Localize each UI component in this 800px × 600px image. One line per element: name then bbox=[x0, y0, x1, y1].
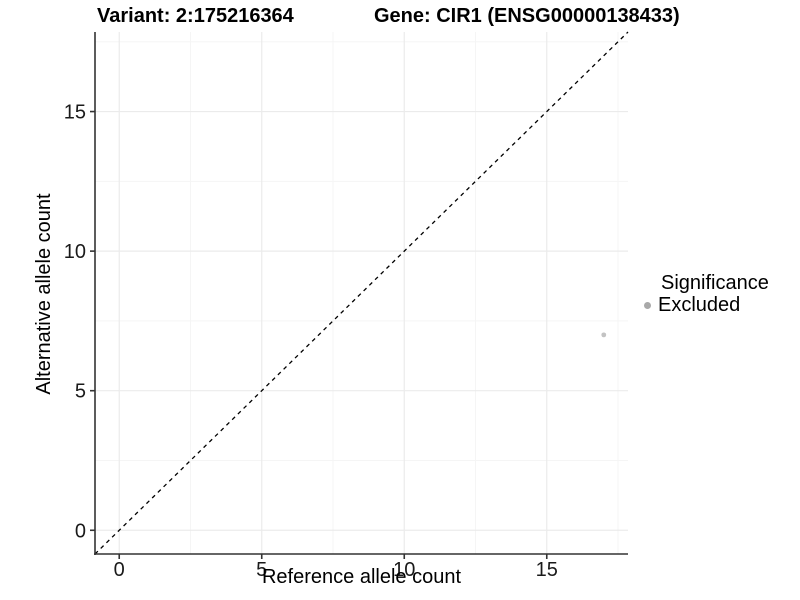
plot-title-variant: Variant: 2:175216364 bbox=[97, 5, 294, 27]
x-tick-label: 10 bbox=[393, 559, 415, 581]
y-tick-label: 0 bbox=[75, 520, 86, 542]
legend-item-excluded: Excluded bbox=[636, 295, 769, 316]
y-tick-label: 10 bbox=[64, 241, 86, 263]
y-tick-label: 15 bbox=[64, 102, 86, 124]
legend-item-label: Excluded bbox=[658, 294, 741, 316]
x-tick-label: 5 bbox=[256, 559, 267, 581]
x-axis-title: Reference allele count bbox=[261, 566, 461, 588]
data-point bbox=[601, 332, 607, 338]
identity-dashed-line bbox=[94, 31, 629, 555]
x-tick-label: 15 bbox=[536, 559, 558, 581]
legend-key-circle-icon bbox=[644, 302, 651, 309]
legend-title: Significance bbox=[661, 272, 769, 294]
legend: Significance Excluded bbox=[636, 273, 769, 316]
x-tick-label: 0 bbox=[114, 559, 125, 581]
plot-title-gene: Gene: CIR1 (ENSG00000138433) bbox=[374, 5, 680, 27]
y-tick-label: 5 bbox=[75, 381, 86, 403]
